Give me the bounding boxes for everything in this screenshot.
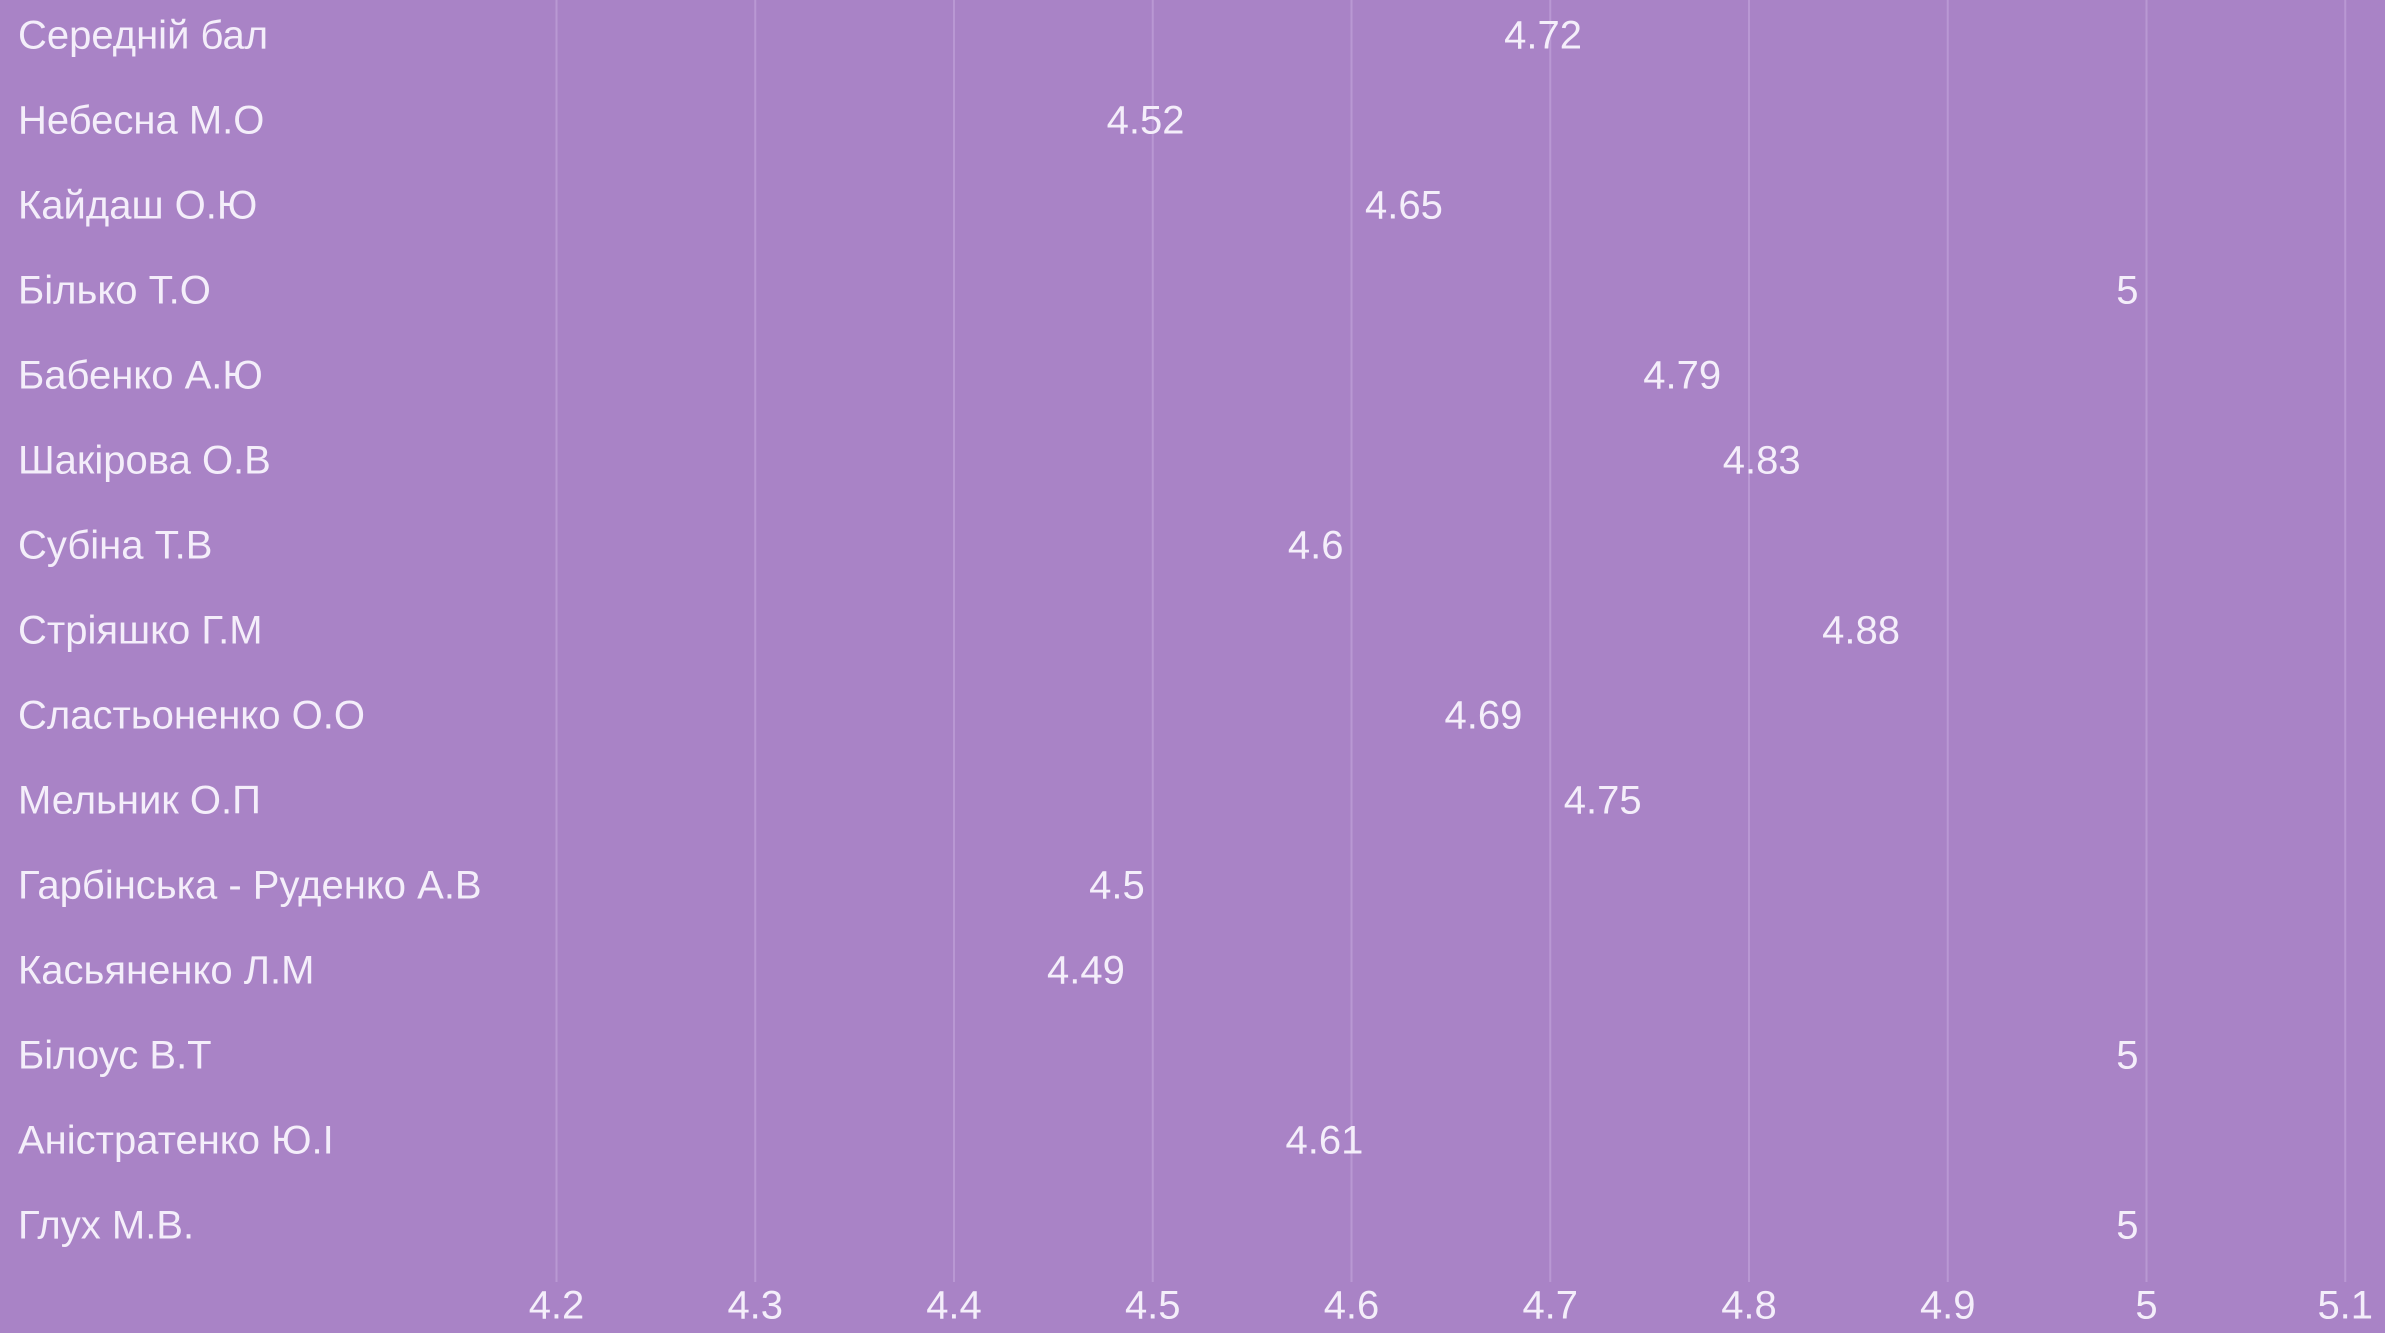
value-label: 4.69 — [1445, 694, 1523, 738]
category-label: Кайдаш О.Ю — [18, 184, 257, 228]
value-label: 4.75 — [1564, 779, 1642, 823]
value-label: 4.79 — [1643, 354, 1721, 398]
category-label: Гарбінська - Руденко А.В — [18, 864, 482, 908]
x-tick-label: 4.3 — [727, 1284, 783, 1328]
category-label: Білоус В.Т — [18, 1034, 212, 1078]
category-label: Шакірова О.В — [18, 439, 271, 483]
category-label: Глух М.В. — [18, 1204, 194, 1248]
x-tick-label: 4.9 — [1920, 1284, 1976, 1328]
x-tick-label: 4.6 — [1324, 1284, 1380, 1328]
x-tick-label: 5 — [2135, 1284, 2157, 1328]
category-label: Середній бал — [18, 14, 268, 58]
value-label: 4.61 — [1286, 1119, 1364, 1163]
x-tick-label: 5.1 — [2317, 1284, 2373, 1328]
x-tick-label: 4.5 — [1125, 1284, 1181, 1328]
value-label: 5 — [2116, 269, 2138, 313]
category-label: Касьяненко Л.М — [18, 949, 314, 993]
category-label: Аністратенко Ю.І — [18, 1119, 334, 1163]
x-tick-label: 4.7 — [1522, 1284, 1578, 1328]
value-label: 4.49 — [1047, 949, 1125, 993]
value-label: 5 — [2116, 1204, 2138, 1248]
category-label: Субіна Т.В — [18, 524, 212, 568]
x-tick-label: 4.8 — [1721, 1284, 1777, 1328]
category-label: Сластьоненко О.О — [18, 694, 365, 738]
value-label: 4.83 — [1723, 439, 1801, 483]
value-label: 5 — [2116, 1034, 2138, 1078]
x-tick-label: 4.4 — [926, 1284, 982, 1328]
category-label: Небесна М.О — [18, 99, 264, 143]
value-label: 4.52 — [1107, 99, 1185, 143]
value-label: 4.6 — [1288, 524, 1344, 568]
category-label: Білько Т.О — [18, 269, 211, 313]
category-label: Мельник О.П — [18, 779, 261, 823]
category-label: Стріяшко Г.М — [18, 609, 263, 653]
category-label: Бабенко А.Ю — [18, 354, 263, 398]
x-tick-label: 4.2 — [529, 1284, 585, 1328]
value-label: 4.72 — [1504, 14, 1582, 58]
value-label: 4.65 — [1365, 184, 1443, 228]
value-label: 4.88 — [1822, 609, 1900, 653]
value-label: 4.5 — [1089, 864, 1145, 908]
